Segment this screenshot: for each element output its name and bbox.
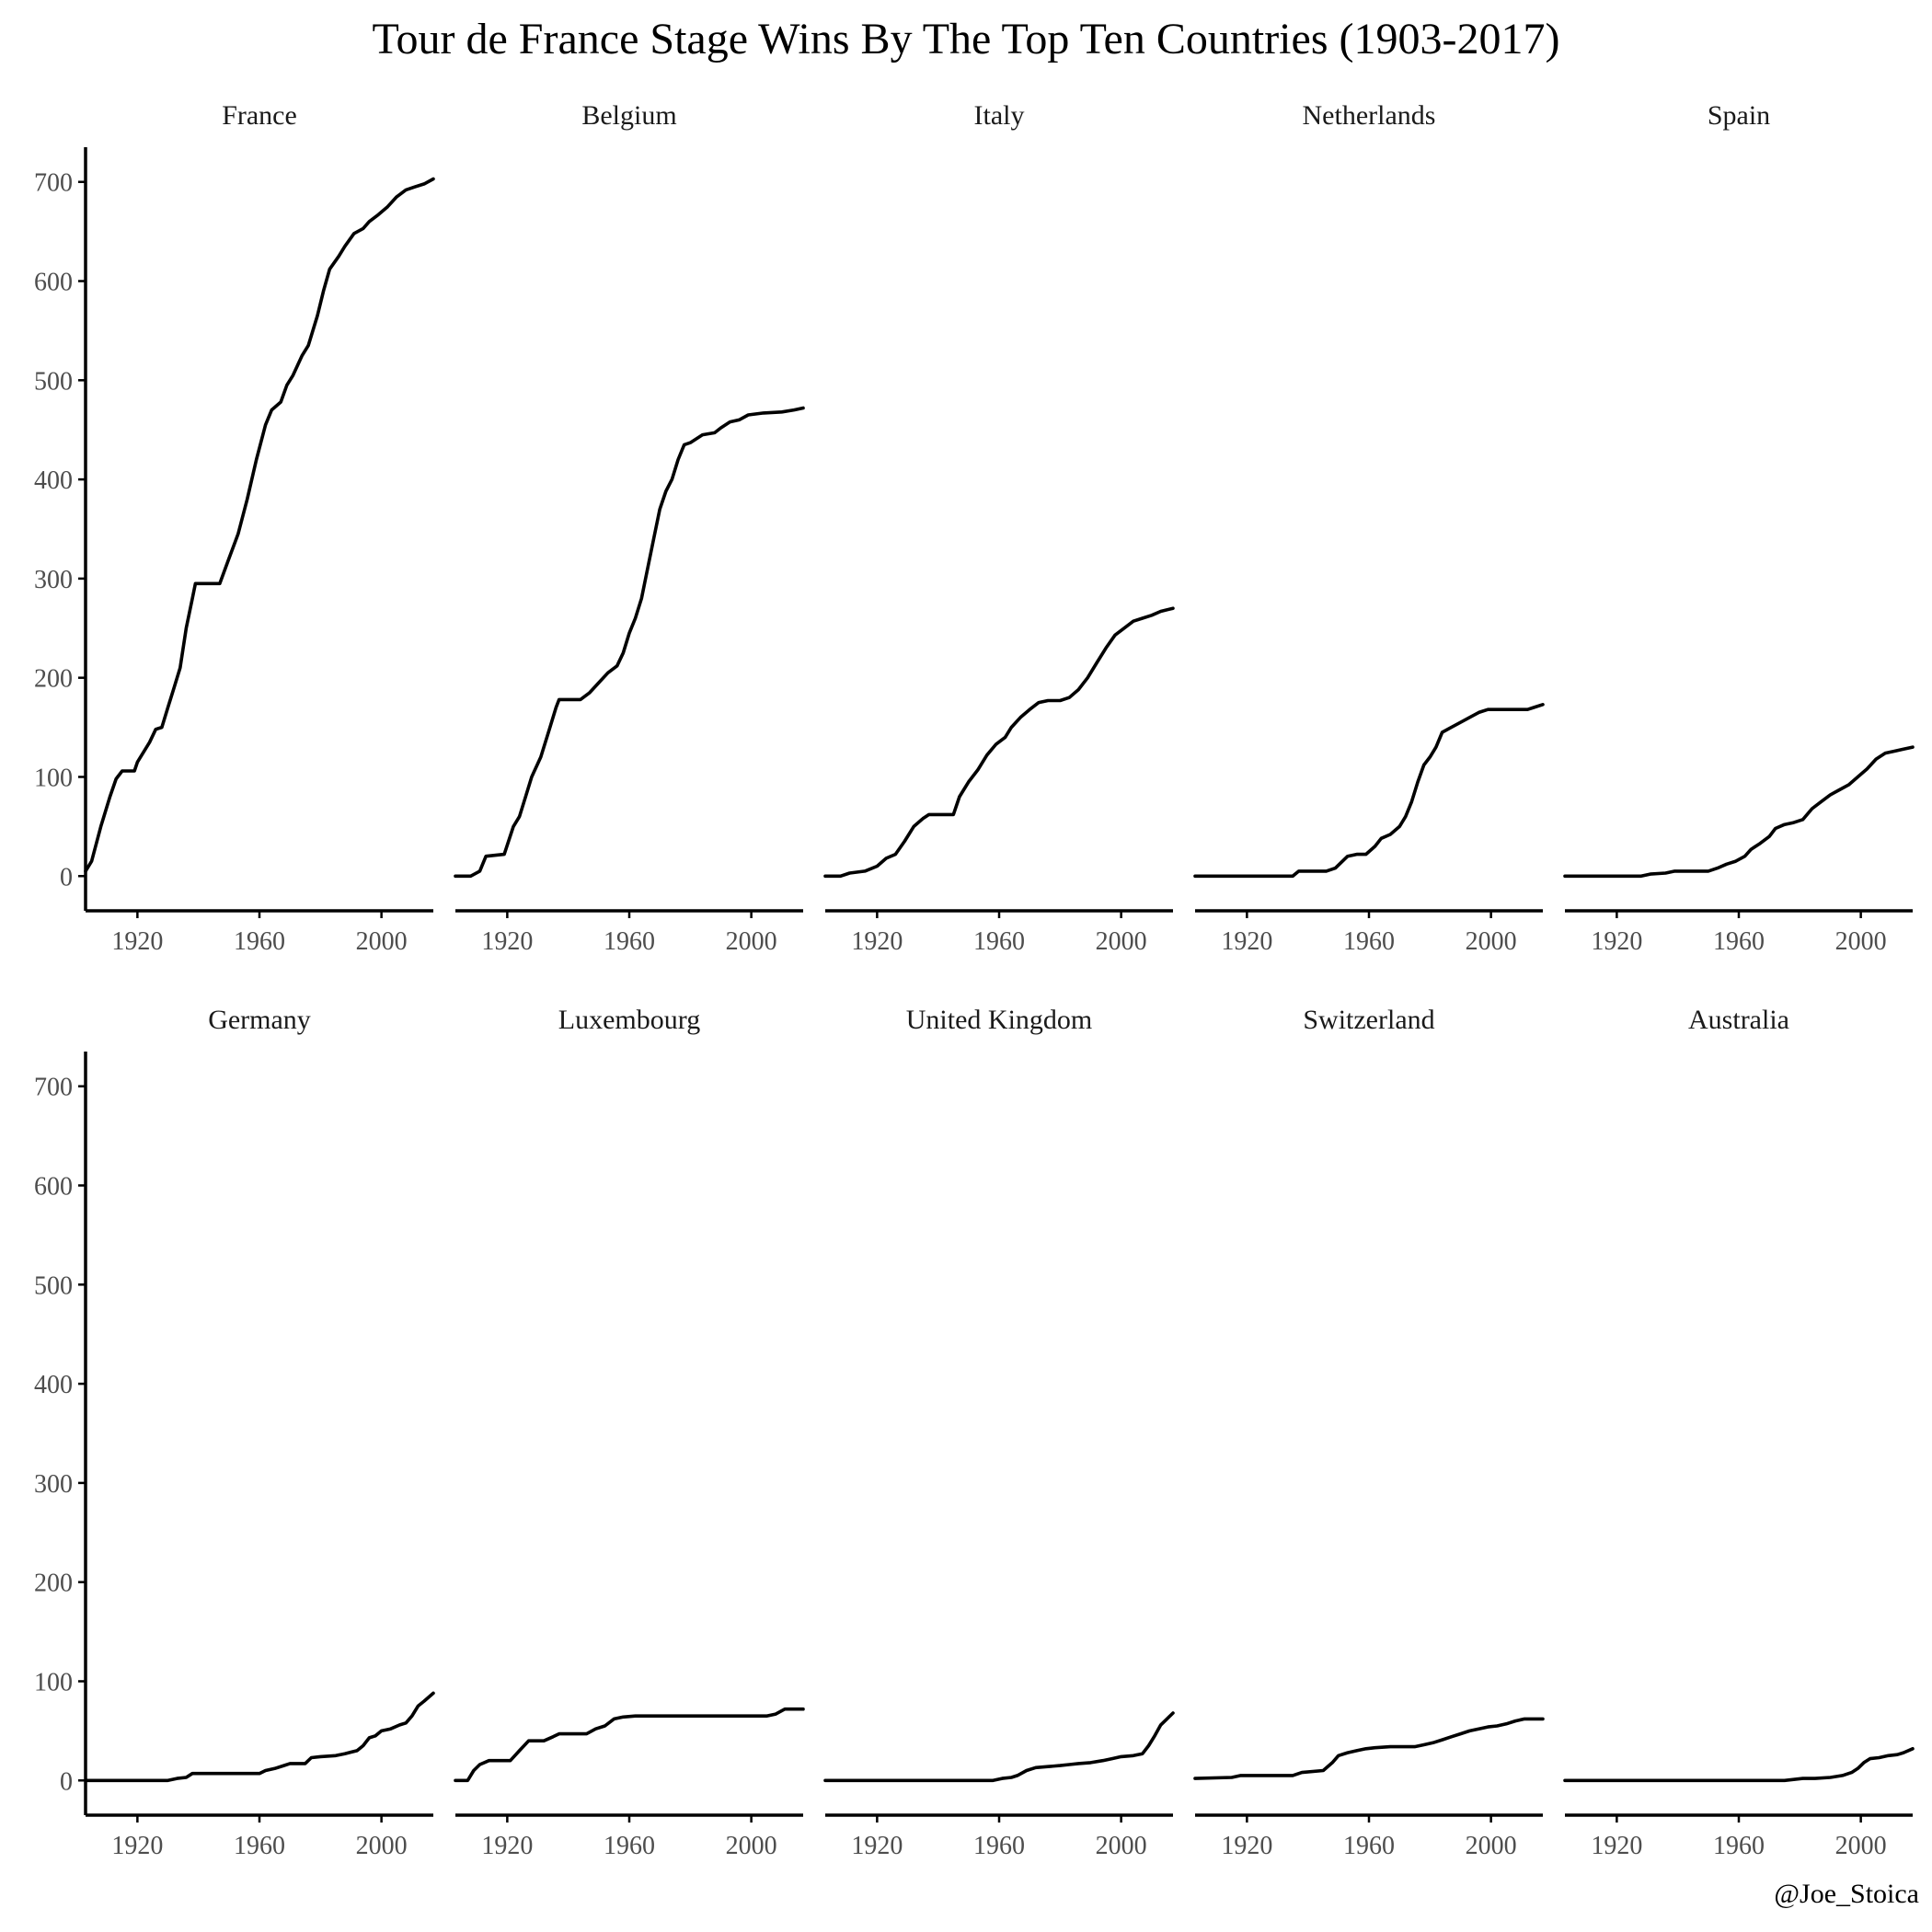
x-tick-label-2000: 2000 [1466, 927, 1517, 956]
facet-label-switzerland: Switzerland [1303, 1005, 1434, 1035]
x-tick-label-1920: 1920 [851, 1832, 903, 1860]
x-tick-label-1960: 1960 [604, 1832, 655, 1860]
x-tick-label-2000: 2000 [356, 927, 408, 956]
author-credit: @Joe_Stoica [1774, 1879, 1919, 1909]
x-tick-label-2000: 2000 [1096, 927, 1147, 956]
x-tick-label-1920: 1920 [1221, 927, 1272, 956]
x-tick-label-1960: 1960 [604, 927, 655, 956]
x-tick-label-2000: 2000 [1466, 1832, 1517, 1860]
x-tick-label-1920: 1920 [1591, 1832, 1642, 1860]
facet-label-australia: Australia [1688, 1005, 1789, 1035]
x-tick-label-1920: 1920 [111, 1832, 163, 1860]
y-tick-label-400: 400 [34, 466, 73, 495]
x-tick-label-1920: 1920 [851, 927, 903, 956]
series-line-belgium [454, 406, 805, 879]
y-tick-label-700: 700 [34, 1074, 73, 1102]
y-tick-label-500: 500 [34, 1271, 73, 1300]
facet-label-germany: Germany [208, 1005, 311, 1035]
facet-label-netherlands: Netherlands [1303, 100, 1436, 131]
series-line-germany [84, 1691, 435, 1783]
x-tick-label-1960: 1960 [1343, 1832, 1395, 1860]
x-tick-label-2000: 2000 [356, 1832, 408, 1860]
x-tick-label-1960: 1960 [234, 1832, 285, 1860]
y-tick-label-500: 500 [34, 367, 73, 396]
x-tick-label-1920: 1920 [481, 927, 533, 956]
series-line-italy [823, 606, 1175, 879]
facet-label-france: France [222, 100, 297, 131]
facet-label-spain: Spain [1708, 100, 1770, 131]
y-tick-label-0: 0 [60, 863, 73, 891]
x-tick-label-2000: 2000 [1835, 1832, 1887, 1860]
y-tick-label-300: 300 [34, 566, 73, 594]
x-tick-label-1920: 1920 [1591, 927, 1642, 956]
facet-label-belgium: Belgium [581, 100, 676, 131]
y-tick-label-600: 600 [34, 269, 73, 297]
y-tick-label-600: 600 [34, 1173, 73, 1202]
x-tick-label-1960: 1960 [973, 927, 1025, 956]
series-line-australia [1563, 1747, 1915, 1783]
y-tick-label-200: 200 [34, 1570, 73, 1598]
chart-title: Tour de France Stage Wins By The Top Ten… [372, 15, 1560, 63]
series-line-france [84, 177, 435, 873]
series-line-netherlands [1193, 703, 1545, 879]
y-tick-label-0: 0 [60, 1767, 73, 1796]
y-tick-label-300: 300 [34, 1470, 73, 1499]
x-tick-label-1960: 1960 [1713, 1832, 1765, 1860]
x-tick-label-1960: 1960 [973, 1832, 1025, 1860]
x-tick-label-2000: 2000 [1835, 927, 1887, 956]
y-tick-label-700: 700 [34, 169, 73, 198]
y-tick-label-200: 200 [34, 665, 73, 694]
facet-label-united-kingdom: United Kingdom [906, 1005, 1093, 1035]
x-tick-label-2000: 2000 [726, 927, 777, 956]
x-tick-label-1920: 1920 [481, 1832, 533, 1860]
x-tick-label-1960: 1960 [1713, 927, 1765, 956]
series-line-united-kingdom [823, 1711, 1175, 1783]
y-tick-label-400: 400 [34, 1371, 73, 1399]
series-line-spain [1563, 745, 1915, 879]
facet-label-luxembourg: Luxembourg [558, 1005, 700, 1035]
x-tick-label-1960: 1960 [1343, 927, 1395, 956]
x-tick-label-2000: 2000 [1096, 1832, 1147, 1860]
x-tick-label-2000: 2000 [726, 1832, 777, 1860]
x-tick-label-1960: 1960 [234, 927, 285, 956]
y-tick-label-100: 100 [34, 1668, 73, 1696]
series-line-luxembourg [454, 1707, 805, 1783]
facet-label-italy: Italy [974, 100, 1025, 131]
series-line-switzerland [1193, 1717, 1545, 1780]
x-tick-label-1920: 1920 [1221, 1832, 1272, 1860]
y-tick-label-100: 100 [34, 764, 73, 792]
x-tick-label-1920: 1920 [111, 927, 163, 956]
